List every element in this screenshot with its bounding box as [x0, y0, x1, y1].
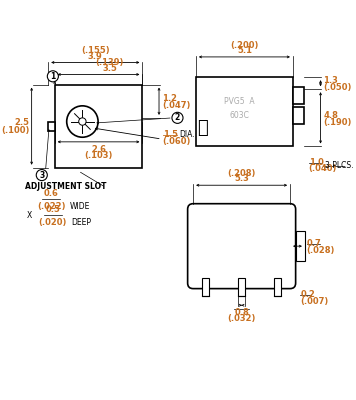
- Bar: [203, 278, 209, 296]
- Text: DIA.: DIA.: [179, 130, 195, 139]
- Text: (.047): (.047): [162, 101, 190, 110]
- Text: 0.5: 0.5: [46, 205, 60, 214]
- Text: 5.3: 5.3: [234, 174, 249, 183]
- Text: 0.7: 0.7: [307, 239, 321, 248]
- Text: (.155): (.155): [81, 46, 110, 55]
- Bar: [196, 77, 293, 146]
- Circle shape: [67, 106, 98, 137]
- Text: (.032): (.032): [227, 314, 256, 322]
- Text: (.190): (.190): [323, 118, 352, 127]
- Text: 3.9: 3.9: [88, 52, 103, 61]
- Text: (.007): (.007): [300, 297, 329, 306]
- Text: (.100): (.100): [1, 126, 30, 135]
- Text: (.103): (.103): [84, 151, 113, 160]
- Text: 1: 1: [50, 72, 56, 81]
- Text: WIDE: WIDE: [69, 202, 90, 211]
- Text: (.022): (.022): [37, 202, 65, 211]
- Text: 2: 2: [175, 113, 180, 122]
- Bar: [293, 87, 304, 104]
- Bar: [48, 122, 55, 131]
- Text: (.200): (.200): [230, 40, 258, 50]
- Text: 3 PLCS.: 3 PLCS.: [325, 161, 354, 170]
- Text: 5.1: 5.1: [237, 46, 252, 55]
- Bar: [274, 278, 281, 296]
- Circle shape: [47, 71, 58, 82]
- FancyBboxPatch shape: [188, 204, 295, 289]
- Bar: [295, 231, 305, 261]
- Text: 1.3: 1.3: [323, 76, 338, 85]
- Text: ADJUSTMENT SLOT: ADJUSTMENT SLOT: [25, 182, 107, 191]
- Text: 3: 3: [39, 170, 44, 180]
- Text: Ⓑ: Ⓑ: [197, 119, 208, 137]
- Text: 603C: 603C: [230, 111, 250, 120]
- Text: 1.5: 1.5: [163, 130, 178, 139]
- Text: PVG5  A: PVG5 A: [224, 97, 255, 106]
- Text: 1.2: 1.2: [162, 94, 177, 103]
- Bar: [55, 85, 142, 168]
- Text: 2.5: 2.5: [15, 118, 30, 127]
- Text: 2.6: 2.6: [91, 145, 106, 154]
- Text: (.040): (.040): [309, 164, 337, 173]
- Circle shape: [36, 170, 47, 181]
- Text: 0.6: 0.6: [43, 189, 58, 198]
- Text: 4.8: 4.8: [323, 110, 338, 120]
- Bar: [293, 107, 304, 124]
- Text: 0.8: 0.8: [234, 308, 249, 317]
- Text: 0.2: 0.2: [300, 290, 315, 299]
- Text: (.050): (.050): [323, 83, 352, 92]
- Text: (.060): (.060): [163, 137, 191, 146]
- Circle shape: [172, 112, 183, 123]
- Text: X: X: [27, 211, 32, 220]
- Text: (.020): (.020): [39, 218, 67, 226]
- Circle shape: [79, 118, 86, 125]
- Text: DEEP: DEEP: [71, 218, 91, 226]
- Text: (.208): (.208): [227, 169, 256, 178]
- Text: (.028): (.028): [307, 246, 335, 255]
- Text: 1.0: 1.0: [309, 158, 324, 167]
- Text: 3.5: 3.5: [102, 64, 117, 73]
- Bar: [239, 278, 245, 296]
- Text: (.139): (.139): [95, 58, 124, 67]
